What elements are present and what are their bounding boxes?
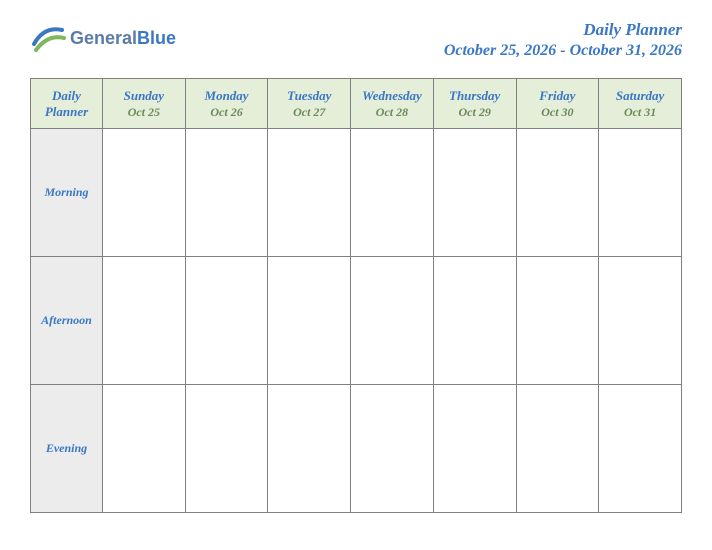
- planner-cell: [185, 129, 268, 257]
- planner-cell: [185, 385, 268, 513]
- logo-swoosh-icon: [30, 20, 66, 56]
- day-name: Tuesday: [270, 88, 348, 104]
- day-date: Oct 25: [105, 105, 183, 120]
- day-header: Thursday Oct 29: [433, 79, 516, 129]
- planner-cell: [599, 385, 682, 513]
- day-date: Oct 30: [519, 105, 597, 120]
- day-header: Wednesday Oct 28: [351, 79, 434, 129]
- planner-cell: [268, 129, 351, 257]
- logo-text: GeneralBlue: [70, 28, 176, 49]
- table-row: Morning: [31, 129, 682, 257]
- planner-cell: [103, 257, 186, 385]
- day-date: Oct 27: [270, 105, 348, 120]
- page-header: GeneralBlue Daily Planner October 25, 20…: [30, 20, 682, 60]
- planner-cell: [516, 257, 599, 385]
- planner-cell: [433, 129, 516, 257]
- day-name: Wednesday: [353, 88, 431, 104]
- day-name: Saturday: [601, 88, 679, 104]
- day-date: Oct 29: [436, 105, 514, 120]
- table-row: Afternoon: [31, 257, 682, 385]
- planner-cell: [599, 129, 682, 257]
- brand-logo: GeneralBlue: [30, 20, 176, 56]
- day-header: Friday Oct 30: [516, 79, 599, 129]
- page-title: Daily Planner: [444, 20, 682, 40]
- planner-cell: [351, 385, 434, 513]
- planner-cell: [103, 129, 186, 257]
- planner-cell: [268, 385, 351, 513]
- day-header: Sunday Oct 25: [103, 79, 186, 129]
- day-date: Oct 26: [188, 105, 266, 120]
- planner-cell: [599, 257, 682, 385]
- planner-cell: [268, 257, 351, 385]
- logo-word-blue: Blue: [137, 28, 176, 48]
- row-label-morning: Morning: [31, 129, 103, 257]
- planner-cell: [516, 129, 599, 257]
- planner-cell: [433, 257, 516, 385]
- day-header: Monday Oct 26: [185, 79, 268, 129]
- logo-word-general: General: [70, 28, 137, 48]
- day-header: Tuesday Oct 27: [268, 79, 351, 129]
- table-row: Evening: [31, 385, 682, 513]
- planner-cell: [351, 129, 434, 257]
- day-name: Sunday: [105, 88, 183, 104]
- day-name: Monday: [188, 88, 266, 104]
- planner-table: Daily Planner Sunday Oct 25 Monday Oct 2…: [30, 78, 682, 513]
- planner-cell: [185, 257, 268, 385]
- row-label-afternoon: Afternoon: [31, 257, 103, 385]
- date-range: October 25, 2026 - October 31, 2026: [444, 42, 682, 60]
- corner-cell: Daily Planner: [31, 79, 103, 129]
- day-header: Saturday Oct 31: [599, 79, 682, 129]
- day-name: Thursday: [436, 88, 514, 104]
- planner-cell: [103, 385, 186, 513]
- header-titles: Daily Planner October 25, 2026 - October…: [444, 20, 682, 60]
- planner-cell: [433, 385, 516, 513]
- planner-cell: [516, 385, 599, 513]
- row-label-evening: Evening: [31, 385, 103, 513]
- day-name: Friday: [519, 88, 597, 104]
- header-row: Daily Planner Sunday Oct 25 Monday Oct 2…: [31, 79, 682, 129]
- day-date: Oct 31: [601, 105, 679, 120]
- day-date: Oct 28: [353, 105, 431, 120]
- planner-cell: [351, 257, 434, 385]
